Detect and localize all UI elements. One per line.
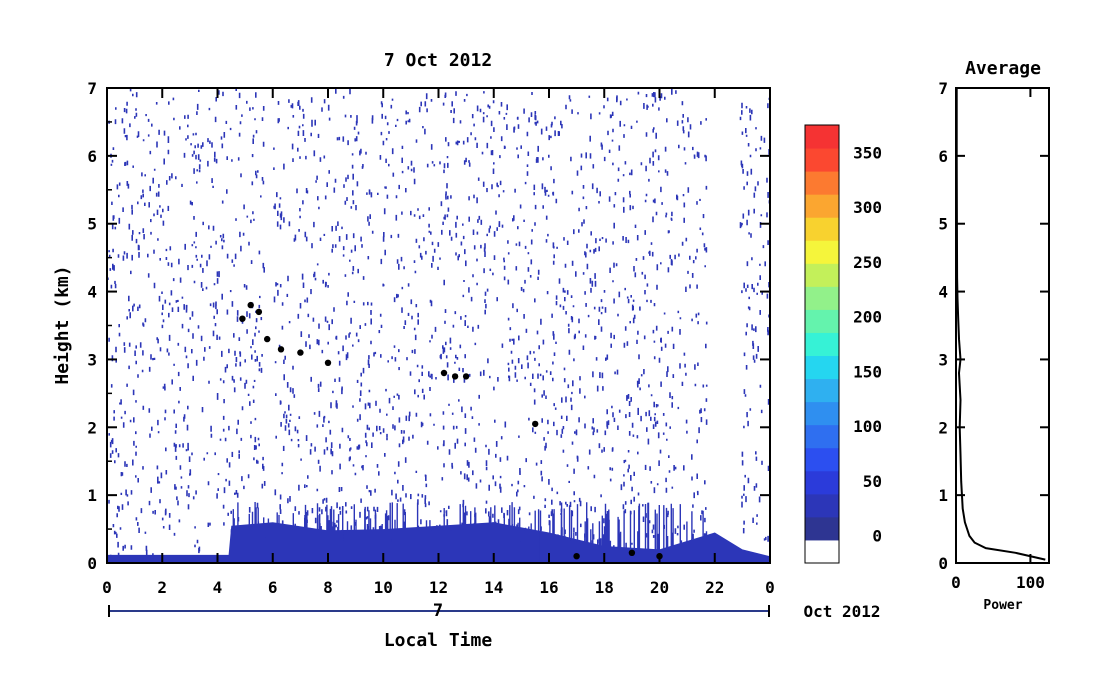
x-axis: 0 2 4 6 8 10 12 14 16 18 20 22 0 xyxy=(102,88,775,597)
colorbar-cell xyxy=(805,332,839,357)
y-tick-label: 1 xyxy=(87,486,97,505)
colorbar-cell xyxy=(805,125,839,149)
strong-echo-point xyxy=(451,373,459,380)
chart-title: 7 Oct 2012 xyxy=(384,50,492,71)
average-x-axis: 0 100 xyxy=(951,88,1045,592)
y-tick-label: 0 xyxy=(87,554,97,573)
y-tick-label: 2 xyxy=(87,418,97,437)
x-tick-label: 8 xyxy=(323,578,333,597)
average-y-tick-label: 0 xyxy=(938,554,948,573)
colorbar-cell xyxy=(805,355,839,380)
average-plot-frame xyxy=(955,87,1050,564)
colorbar-tick-label: 50 xyxy=(863,472,882,491)
average-x-tick-label: 0 xyxy=(951,573,961,592)
average-title: Average xyxy=(965,58,1041,79)
average-y-tick-label: 6 xyxy=(938,147,948,166)
colorbar-cell xyxy=(805,424,839,449)
average-y-tick-label: 4 xyxy=(938,283,948,302)
average-y-tick-label: 1 xyxy=(938,486,948,505)
average-y-tick-label: 3 xyxy=(938,350,948,369)
strong-echo-point xyxy=(573,553,580,560)
x-tick-label: 4 xyxy=(213,578,223,597)
colorbar-cell xyxy=(805,309,839,333)
average-profile-chart: 0 1 2 3 4 5 6 7 0 100 Average Power xyxy=(938,58,1050,613)
date-day-label: 7 xyxy=(433,601,443,621)
x-tick-label: 14 xyxy=(484,578,503,597)
x-tick-label: 2 xyxy=(157,578,167,597)
background-echo-noise xyxy=(107,88,770,563)
x-tick-label: 16 xyxy=(539,578,558,597)
colorbar-cell xyxy=(805,194,839,218)
y-tick-label: 5 xyxy=(87,215,97,234)
x-tick-label: 10 xyxy=(374,578,393,597)
average-y-axis: 0 1 2 3 4 5 6 7 xyxy=(938,79,1049,573)
strong-echo-point xyxy=(440,369,448,377)
colorbar-ticks: 0 50 100 150 200 250 300 350 xyxy=(853,143,882,545)
x-tick-label: 6 xyxy=(268,578,278,597)
colorbar-tick-label: 350 xyxy=(853,143,882,162)
average-x-axis-label: Power xyxy=(983,598,1022,613)
colorbar-tick-label: 250 xyxy=(853,253,882,272)
colorbar: 0 50 100 150 200 250 300 350 xyxy=(804,124,882,564)
strong-echo-point xyxy=(264,335,271,343)
plot-frame xyxy=(106,87,771,564)
colorbar-tick-label: 150 xyxy=(853,362,882,381)
strong-echo-point xyxy=(462,373,470,380)
strong-echo-point xyxy=(277,346,285,353)
colorbar-cell xyxy=(805,263,839,287)
y-tick-label: 6 xyxy=(87,147,97,166)
average-profile-line xyxy=(955,88,1046,561)
strong-echo-point xyxy=(239,315,246,322)
x-axis-label: Local Time xyxy=(384,630,493,651)
date-month-year-label: Oct 2012 xyxy=(803,602,880,621)
x-tick-label: 20 xyxy=(650,578,669,597)
average-y-tick-label: 5 xyxy=(938,215,948,234)
x-tick-label: 0 xyxy=(102,578,112,597)
x-tick-label: 12 xyxy=(429,578,448,597)
y-tick-label: 7 xyxy=(87,79,97,98)
colorbar-cell xyxy=(805,493,839,518)
strong-echo-point xyxy=(247,301,254,309)
colorbar-frame xyxy=(804,124,840,564)
colorbar-cells xyxy=(805,125,839,564)
colorbar-tick-label: 100 xyxy=(853,417,882,436)
colorbar-tick-label: 200 xyxy=(853,308,882,327)
average-x-tick-label: 100 xyxy=(1016,573,1045,592)
y-axis: 0 1 2 3 4 5 6 7 xyxy=(87,79,770,573)
y-axis-label: Height (km) xyxy=(52,265,73,384)
colorbar-tick-label: 300 xyxy=(853,198,882,217)
average-y-tick-label: 2 xyxy=(938,418,948,437)
average-y-tick-label: 7 xyxy=(938,79,948,98)
strong-echo-point xyxy=(324,359,332,366)
colorbar-cell xyxy=(805,470,839,495)
colorbar-cell xyxy=(805,240,839,264)
strong-echo-point xyxy=(628,549,636,556)
heatmap-cells xyxy=(107,88,770,563)
y-tick-label: 3 xyxy=(87,350,97,369)
colorbar-cell xyxy=(805,401,839,426)
y-tick-label: 4 xyxy=(87,283,97,302)
colorbar-cell xyxy=(805,286,839,310)
colorbar-cell xyxy=(805,378,839,403)
strong-echo-point xyxy=(532,420,539,428)
colorbar-tick-label: 0 xyxy=(872,527,882,546)
x-tick-label: 22 xyxy=(705,578,724,597)
colorbar-cell xyxy=(805,217,839,241)
strong-echo-point xyxy=(255,308,263,316)
colorbar-cell xyxy=(805,516,839,541)
strong-echo-point xyxy=(297,349,304,356)
x-tick-label: 0 xyxy=(765,578,775,597)
colorbar-cell xyxy=(805,171,839,195)
colorbar-cell xyxy=(805,539,839,564)
x-tick-label: 18 xyxy=(595,578,614,597)
colorbar-cell xyxy=(805,447,839,472)
colorbar-cell xyxy=(805,148,839,172)
